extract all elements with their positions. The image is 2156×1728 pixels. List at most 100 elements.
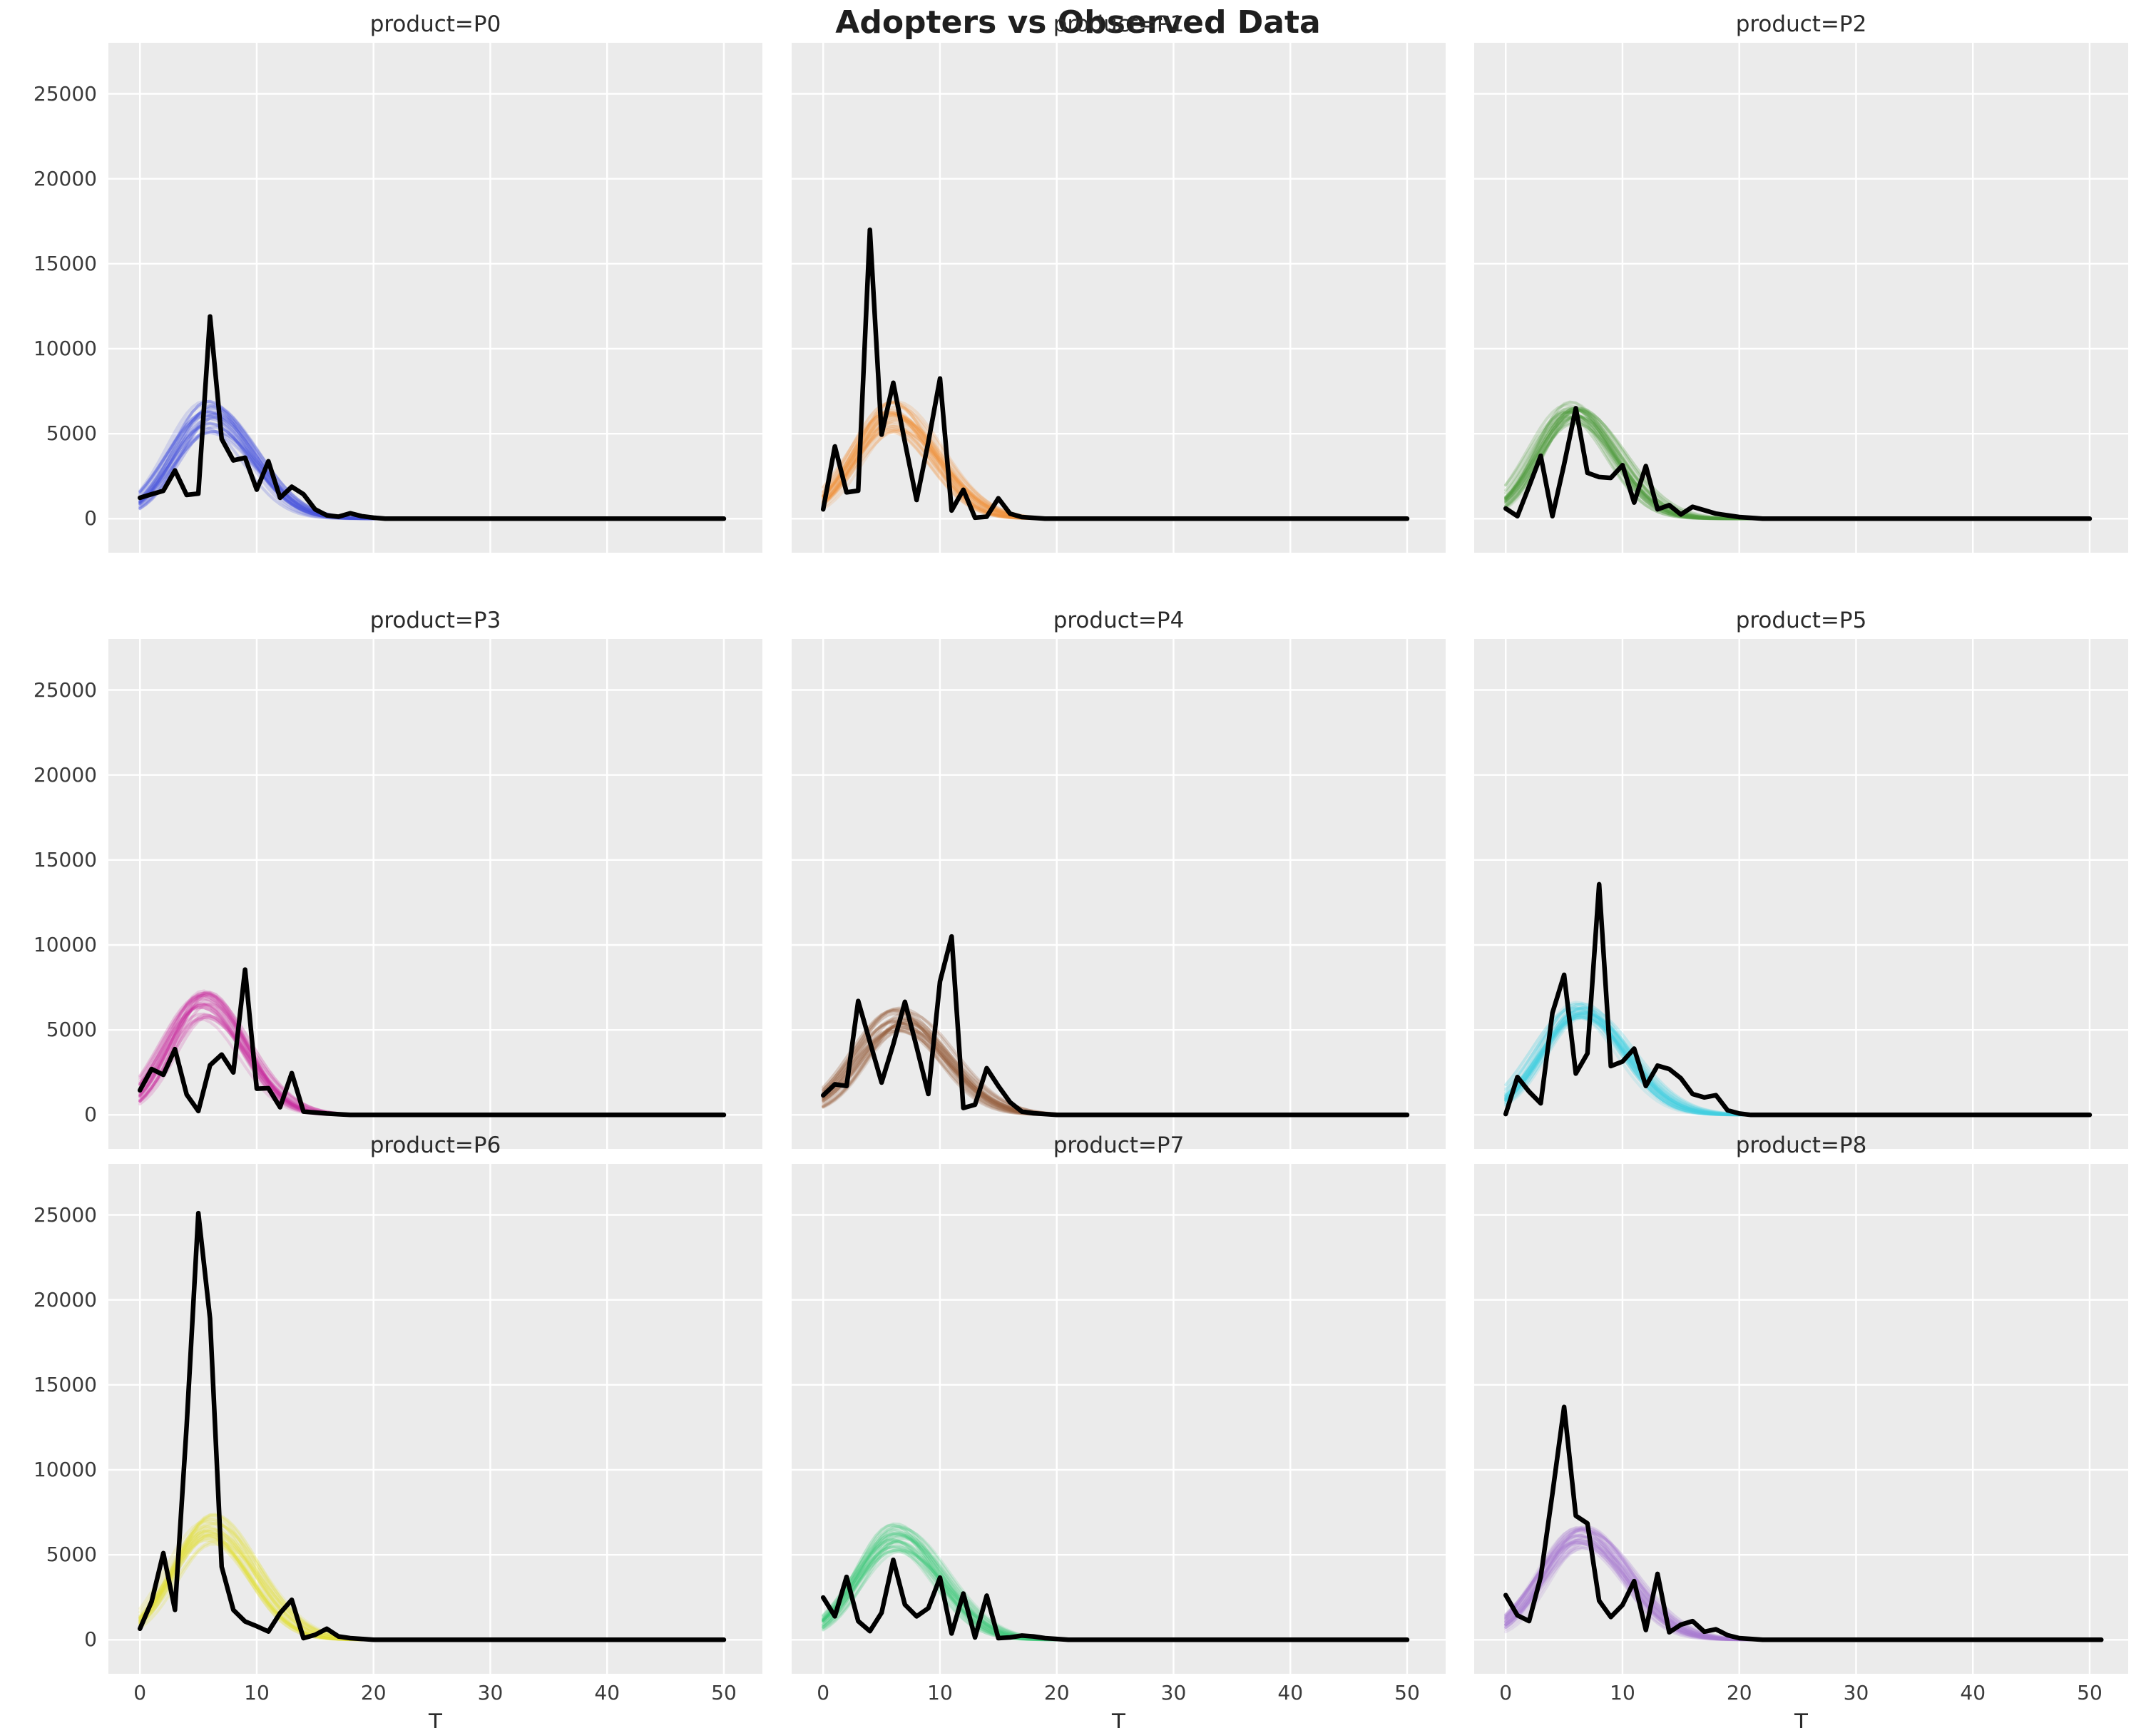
subplot-p0 <box>108 43 762 553</box>
y-tick-label: 25000 <box>33 678 97 702</box>
band-curve <box>822 1545 1409 1642</box>
facet-title-p4: product=P4 <box>1053 608 1185 633</box>
y-tick-label: 25000 <box>33 81 97 106</box>
band-curve <box>822 1548 1409 1642</box>
observed-line-p5 <box>1503 881 2093 1118</box>
x-tick-label: 40 <box>594 1681 620 1704</box>
subplot-p7 <box>792 1164 1446 1674</box>
x-tick-label: 30 <box>1843 1681 1869 1704</box>
band-curve <box>822 1525 1409 1642</box>
chart-canvas-p8 <box>1474 1164 2128 1674</box>
band-curve <box>138 1001 725 1117</box>
observed-line-p7 <box>820 1558 1410 1642</box>
band-curve <box>822 1025 1409 1117</box>
x-tick-label: 30 <box>477 1681 504 1704</box>
x-tick-label: 10 <box>1610 1681 1635 1704</box>
subplot-p8 <box>1474 1164 2128 1674</box>
facet-title-p3: product=P3 <box>369 608 501 633</box>
y-tick-label: 15000 <box>33 1372 97 1396</box>
facet-title-p7: product=P7 <box>1053 1133 1185 1158</box>
observed-line-p0 <box>137 314 727 521</box>
x-tick-label: 0 <box>817 1681 830 1704</box>
band-curve <box>822 1021 1409 1117</box>
x-axis-label: T <box>429 1709 442 1728</box>
band-curve <box>1504 1016 2091 1117</box>
facet-title-p8: product=P8 <box>1735 1133 1867 1158</box>
facet-title-p5: product=P5 <box>1735 608 1867 633</box>
band-curve <box>1504 1010 2091 1117</box>
observed-line-p3 <box>137 967 727 1118</box>
band-curve <box>1504 1011 2091 1117</box>
chart-canvas-p2 <box>1474 43 2128 553</box>
band-curve <box>822 1549 1409 1642</box>
band-curve <box>822 1029 1409 1117</box>
y-tick-label: 15000 <box>33 251 97 275</box>
observed-line-p8 <box>1503 1404 2104 1642</box>
band-curve <box>1504 410 2091 521</box>
y-tick-label: 5000 <box>46 1543 97 1567</box>
y-tick-label: 25000 <box>33 1202 97 1227</box>
chart-canvas-p0 <box>108 43 762 553</box>
band-curve <box>1504 1011 2091 1117</box>
facet-title-p2: product=P2 <box>1735 11 1867 37</box>
x-axis-label: T <box>1794 1709 1808 1728</box>
band-curve <box>1504 1016 2091 1117</box>
band-curve <box>822 1026 1409 1117</box>
facet-title-p0: product=P0 <box>369 11 501 37</box>
x-tick-label: 0 <box>1499 1681 1513 1704</box>
subplot-p4 <box>792 639 1446 1149</box>
subplot-p5 <box>1474 639 2128 1149</box>
y-tick-label: 5000 <box>46 421 97 446</box>
band-curve <box>1504 1016 2091 1117</box>
x-tick-label: 20 <box>1726 1681 1752 1704</box>
chart-canvas-p7 <box>792 1164 1446 1674</box>
band-curve <box>822 1021 1409 1117</box>
band-curve <box>822 1546 1409 1642</box>
y-tick-label: 20000 <box>33 1287 97 1312</box>
x-axis-label: T <box>1112 1709 1125 1728</box>
figure-title: Adopters vs Observed Data <box>835 4 1321 41</box>
band-curve <box>1504 1012 2091 1117</box>
band-curve <box>138 992 725 1117</box>
observed-line-p4 <box>820 934 1410 1118</box>
y-tick-label: 5000 <box>46 1018 97 1042</box>
band-curve <box>822 1026 1409 1117</box>
band-curve <box>138 426 725 521</box>
observed-line-p6 <box>137 1210 727 1642</box>
chart-canvas-p4 <box>792 639 1446 1149</box>
band-curve <box>822 1545 1409 1642</box>
y-tick-label: 20000 <box>33 762 97 787</box>
x-tick-label: 40 <box>1277 1681 1304 1704</box>
x-tick-label: 40 <box>1960 1681 1986 1704</box>
y-tick-label: 20000 <box>33 166 97 190</box>
band-curve <box>822 1523 1409 1642</box>
y-tick-label: 0 <box>84 1103 97 1127</box>
chart-canvas-p6 <box>108 1164 762 1674</box>
band-curve <box>822 1028 1409 1117</box>
band-curve <box>822 1028 1409 1117</box>
band-curve <box>822 1023 1409 1117</box>
chart-canvas-p5 <box>1474 639 2128 1149</box>
subplot-p6 <box>108 1164 762 1674</box>
facet-title-p6: product=P6 <box>369 1133 501 1158</box>
subplot-p2 <box>1474 43 2128 553</box>
band-curve <box>1504 1011 2091 1117</box>
x-tick-label: 10 <box>244 1681 270 1704</box>
x-tick-label: 50 <box>2077 1681 2103 1704</box>
y-tick-label: 10000 <box>33 933 97 956</box>
x-tick-label: 30 <box>1160 1681 1187 1704</box>
chart-canvas-p1 <box>792 43 1446 553</box>
y-tick-label: 10000 <box>33 337 97 360</box>
chart-canvas-p3 <box>108 639 762 1149</box>
band-curve <box>822 1028 1409 1117</box>
facet-title-p1: product=P1 <box>1053 11 1185 37</box>
band-curve <box>822 1550 1409 1642</box>
band-curve <box>1504 1012 2091 1117</box>
y-tick-label: 10000 <box>33 1458 97 1481</box>
y-tick-label: 0 <box>84 1627 97 1652</box>
band-curve <box>822 1021 1409 1117</box>
x-tick-label: 10 <box>927 1681 953 1704</box>
subplot-p3 <box>108 639 762 1149</box>
observed-line-p2 <box>1503 406 2093 521</box>
